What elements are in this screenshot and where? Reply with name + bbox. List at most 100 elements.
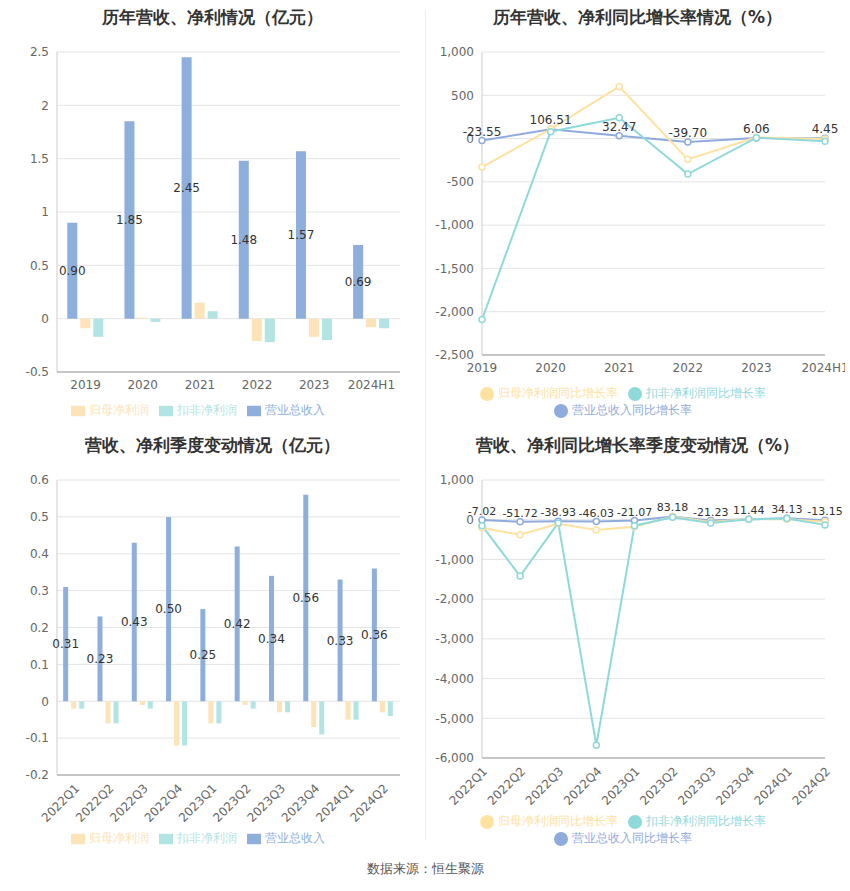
svg-text:2022Q4: 2022Q4 [141, 781, 186, 825]
svg-text:-1,000: -1,000 [435, 553, 474, 567]
svg-text:-2,000: -2,000 [435, 592, 474, 606]
svg-text:1.5: 1.5 [30, 152, 49, 166]
svg-text:2.45: 2.45 [173, 181, 200, 195]
svg-text:0.31: 0.31 [52, 637, 79, 651]
svg-text:-0.5: -0.5 [26, 365, 49, 379]
svg-text:-46.03: -46.03 [579, 507, 614, 520]
svg-text:2020: 2020 [127, 378, 158, 392]
svg-text:-39.70: -39.70 [668, 126, 707, 140]
svg-text:2023Q4: 2023Q4 [713, 764, 757, 808]
html-text:历年营收、净利同比增长率情况（%）: 历年营收、净利同比增长率情况（%） [493, 7, 782, 27]
svg-text:-2,500: -2,500 [435, 348, 474, 362]
svg-text:2022: 2022 [673, 361, 704, 375]
svg-text:2022Q3: 2022Q3 [107, 781, 151, 825]
svg-text:0.69: 0.69 [345, 275, 372, 289]
svg-text:6.06: 6.06 [743, 122, 770, 136]
svg-text:2024Q2: 2024Q2 [347, 781, 391, 825]
svg-text:2022Q4: 2022Q4 [561, 764, 605, 808]
svg-text:-21.07: -21.07 [617, 506, 652, 519]
svg-text:2023Q1: 2023Q1 [599, 764, 643, 808]
svg-text:2022Q3: 2022Q3 [523, 764, 567, 808]
svg-text:-6,000: -6,000 [435, 751, 474, 765]
svg-text:-51.72: -51.72 [502, 507, 537, 520]
svg-text:11.44: 11.44 [733, 504, 765, 517]
svg-text:0.2: 0.2 [30, 621, 49, 635]
svg-text:0.43: 0.43 [121, 615, 148, 629]
html-text:历年营收、净利情况（亿元）: 历年营收、净利情况（亿元） [102, 7, 323, 27]
svg-text:2023Q2: 2023Q2 [210, 781, 254, 825]
svg-text:34.13: 34.13 [771, 503, 803, 516]
svg-text:2019: 2019 [70, 378, 101, 392]
svg-text:2024Q1: 2024Q1 [313, 781, 357, 825]
svg-text:32.47: 32.47 [602, 120, 636, 134]
svg-text:-38.93: -38.93 [540, 506, 575, 519]
svg-text:0.36: 0.36 [361, 628, 388, 642]
svg-text:0.1: 0.1 [30, 658, 49, 672]
svg-text:2020: 2020 [535, 361, 566, 375]
svg-text:0.23: 0.23 [87, 652, 114, 666]
svg-text:0.5: 0.5 [30, 510, 49, 524]
svg-text:2023Q2: 2023Q2 [637, 764, 681, 808]
svg-text:0.56: 0.56 [292, 591, 319, 605]
svg-text:0: 0 [41, 695, 49, 709]
svg-text:-3,000: -3,000 [435, 632, 474, 646]
svg-text:2022Q2: 2022Q2 [485, 764, 529, 808]
svg-text:2023Q1: 2023Q1 [175, 781, 220, 825]
svg-text:2022: 2022 [242, 378, 273, 392]
svg-text:-5,000: -5,000 [435, 712, 474, 726]
svg-text:0.90: 0.90 [59, 264, 86, 278]
svg-text:-21.23: -21.23 [693, 506, 728, 519]
html-text:归母净利润: 归母净利润 [88, 403, 149, 417]
html-text:数据来源：恒生聚源: 数据来源：恒生聚源 [366, 861, 484, 876]
svg-text:2023: 2023 [299, 378, 330, 392]
svg-text:1.48: 1.48 [230, 233, 257, 247]
svg-text:106.51: 106.51 [530, 113, 572, 127]
svg-text:2024H1: 2024H1 [801, 361, 842, 375]
svg-text:2021: 2021 [185, 378, 216, 392]
svg-text:2: 2 [41, 99, 49, 113]
svg-text:1.85: 1.85 [116, 213, 143, 227]
svg-text:2023Q4: 2023Q4 [278, 781, 323, 825]
svg-text:1,000: 1,000 [440, 45, 474, 59]
svg-text:2021: 2021 [604, 361, 635, 375]
svg-text:2023: 2023 [741, 361, 772, 375]
svg-text:2024Q2: 2024Q2 [790, 764, 834, 808]
svg-text:4.45: 4.45 [812, 122, 839, 136]
svg-text:-0.1: -0.1 [26, 731, 49, 745]
svg-text:-4,000: -4,000 [435, 672, 474, 686]
svg-text:-7.02: -7.02 [468, 505, 496, 518]
svg-text:500: 500 [451, 89, 474, 103]
svg-text:1.57: 1.57 [288, 228, 315, 242]
svg-text:2024Q1: 2024Q1 [751, 764, 795, 808]
svg-text:-23.55: -23.55 [463, 125, 502, 139]
svg-text:-2,000: -2,000 [435, 305, 474, 319]
svg-text:-1,500: -1,500 [435, 262, 474, 276]
svg-text:-500: -500 [447, 175, 474, 189]
svg-text:0.6: 0.6 [30, 473, 49, 487]
svg-text:-1,000: -1,000 [435, 218, 474, 232]
svg-text:0.33: 0.33 [327, 634, 354, 648]
svg-text:1,000: 1,000 [440, 473, 474, 487]
svg-text:0.25: 0.25 [190, 648, 217, 662]
svg-text:2019: 2019 [467, 361, 498, 375]
svg-text:0.34: 0.34 [258, 632, 285, 646]
svg-text:-13.15: -13.15 [807, 505, 842, 518]
svg-text:2023Q3: 2023Q3 [675, 764, 719, 808]
svg-text:2022Q2: 2022Q2 [73, 781, 117, 825]
svg-text:83.18: 83.18 [657, 501, 689, 514]
svg-text:0.50: 0.50 [155, 602, 182, 616]
svg-text:-0.2: -0.2 [26, 768, 49, 782]
svg-text:2023Q3: 2023Q3 [244, 781, 289, 825]
svg-text:0.42: 0.42 [224, 617, 251, 631]
svg-text:1: 1 [41, 205, 49, 219]
svg-text:2022Q1: 2022Q1 [447, 764, 491, 808]
html-text:营收、净利同比增长率季度变动情况（%）: 营收、净利同比增长率季度变动情况（%） [476, 435, 799, 455]
svg-text:0.3: 0.3 [30, 584, 49, 598]
svg-text:2.5: 2.5 [30, 45, 49, 59]
svg-text:0.4: 0.4 [30, 547, 49, 561]
svg-text:0.5: 0.5 [30, 259, 49, 273]
svg-text:0: 0 [41, 312, 49, 326]
svg-text:2024H1: 2024H1 [348, 378, 395, 392]
html-text:营收、净利季度变动情况（亿元）: 营收、净利季度变动情况（亿元） [85, 435, 340, 455]
svg-text:2022Q1: 2022Q1 [38, 781, 83, 825]
